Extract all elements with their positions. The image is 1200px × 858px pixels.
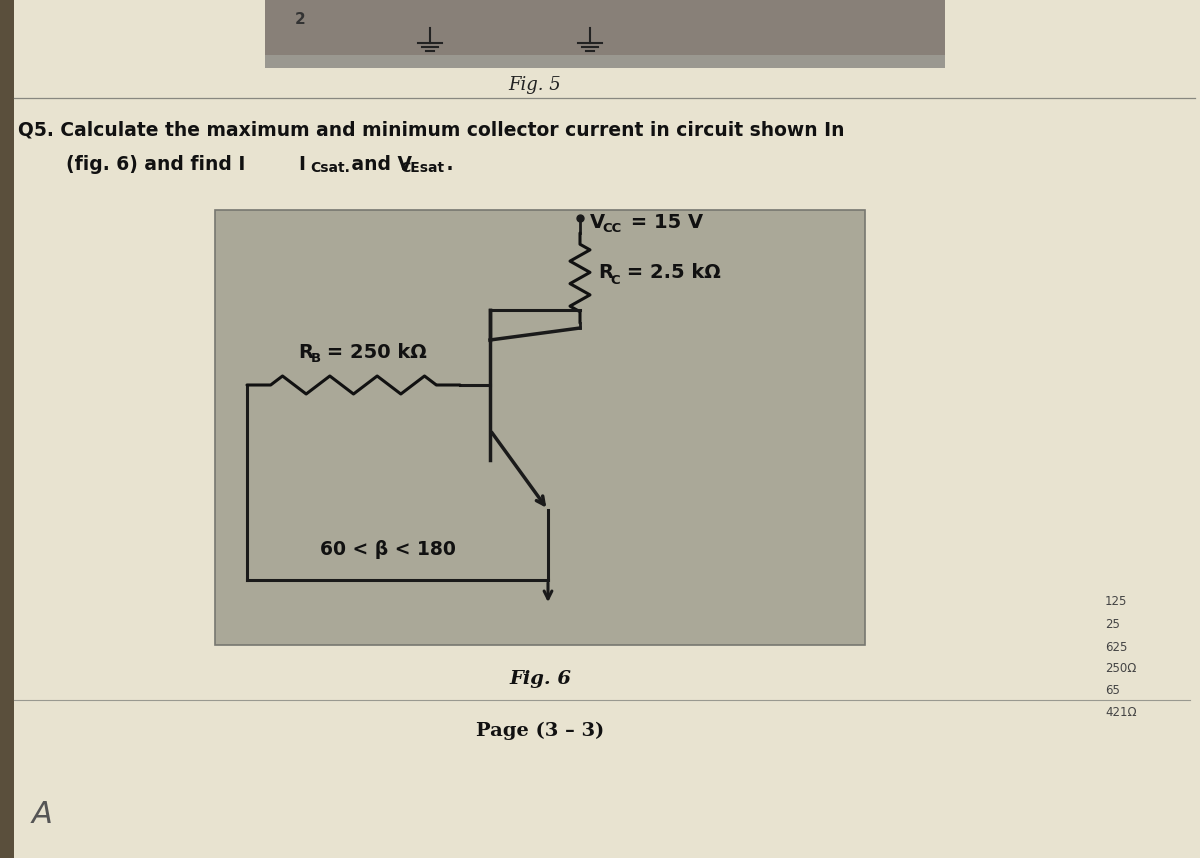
Bar: [215, 210, 865, 645]
Text: R: R: [598, 263, 613, 282]
Text: 2: 2: [295, 12, 306, 27]
Text: Csat.: Csat.: [310, 161, 350, 175]
Text: 421Ω: 421Ω: [1105, 706, 1136, 719]
Text: I: I: [298, 155, 305, 174]
Text: Q5. Calculate the maximum and minimum collector current in circuit shown In: Q5. Calculate the maximum and minimum co…: [18, 120, 845, 139]
Text: R: R: [299, 343, 313, 362]
Text: 125: 125: [1105, 595, 1127, 608]
Text: 625: 625: [1105, 641, 1127, 654]
Text: and V: and V: [346, 155, 412, 174]
Text: $\mathit{A}$: $\mathit{A}$: [30, 800, 53, 829]
Text: = 2.5 kΩ: = 2.5 kΩ: [620, 263, 721, 282]
Text: .: .: [440, 155, 454, 174]
Text: = 250 kΩ: = 250 kΩ: [319, 343, 426, 362]
Text: CEsat: CEsat: [400, 161, 444, 175]
Text: B: B: [311, 353, 320, 366]
Text: Fig. 6: Fig. 6: [509, 670, 571, 688]
Text: Fig. 5: Fig. 5: [509, 76, 562, 94]
Text: Page (3 – 3): Page (3 – 3): [476, 722, 604, 740]
Text: = 15 V: = 15 V: [624, 214, 703, 233]
Text: (fig. 6) and find I: (fig. 6) and find I: [40, 155, 245, 174]
Text: 250Ω: 250Ω: [1105, 662, 1136, 675]
Bar: [0, 0, 14, 858]
Text: C: C: [610, 274, 619, 287]
Bar: [265, 0, 946, 55]
Text: 60 < β < 180: 60 < β < 180: [320, 540, 456, 559]
Bar: [265, 0, 946, 68]
Text: CC: CC: [602, 222, 622, 235]
Text: 25: 25: [1105, 618, 1120, 631]
Text: V: V: [590, 214, 605, 233]
Text: 65: 65: [1105, 684, 1120, 697]
